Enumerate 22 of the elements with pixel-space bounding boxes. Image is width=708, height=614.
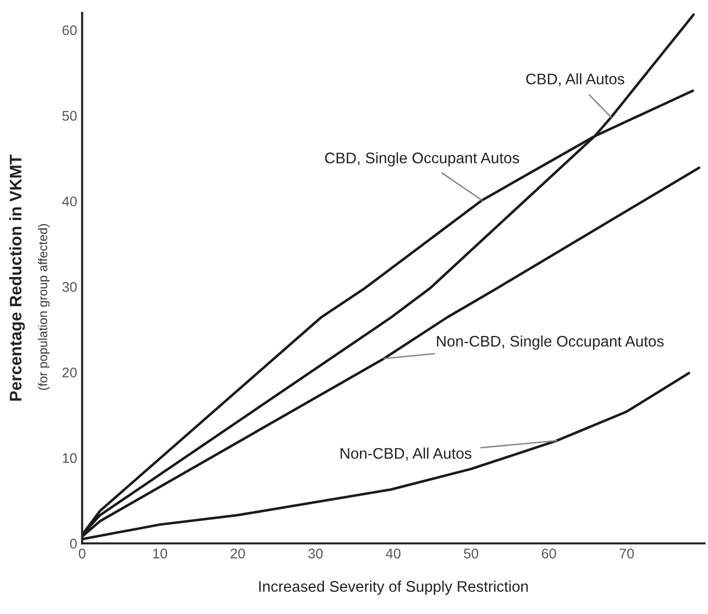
x-tick-label: 0 [78,548,86,558]
annotation: Non-CBD, All Autos [340,448,472,461]
y-tick-label: 30 [62,282,77,292]
annotation: CBD, Single Occupant Autos [325,152,520,166]
annotation: CBD, All Autos [526,73,624,86]
y-axis-title: Percentage Reduction in VKMT [9,154,25,401]
y-tick-label: 20 [62,368,77,378]
x-tick-label: 40 [386,548,400,558]
x-tick-label: 20 [230,548,245,558]
text: (for population group affected) [38,224,50,390]
y-tick-label: 60 [62,25,77,36]
y-tick-label: 10 [62,453,77,463]
x-tick-label: 60 [542,548,556,558]
x-tick-label: 70 [620,548,634,558]
x-axis-title: Increased Severity of Supply Restriction [259,580,528,595]
y-tick-label: 40 [62,196,77,206]
y-tick-label: 0 [70,538,77,549]
x-tick-label: 50 [464,548,478,558]
y-tick-label: 50 [62,110,77,121]
annotation: Non-CBD, Single Occupant Autos [437,335,664,350]
x-tick-label: 10 [153,548,168,558]
x-tick-label: 30 [308,548,323,558]
